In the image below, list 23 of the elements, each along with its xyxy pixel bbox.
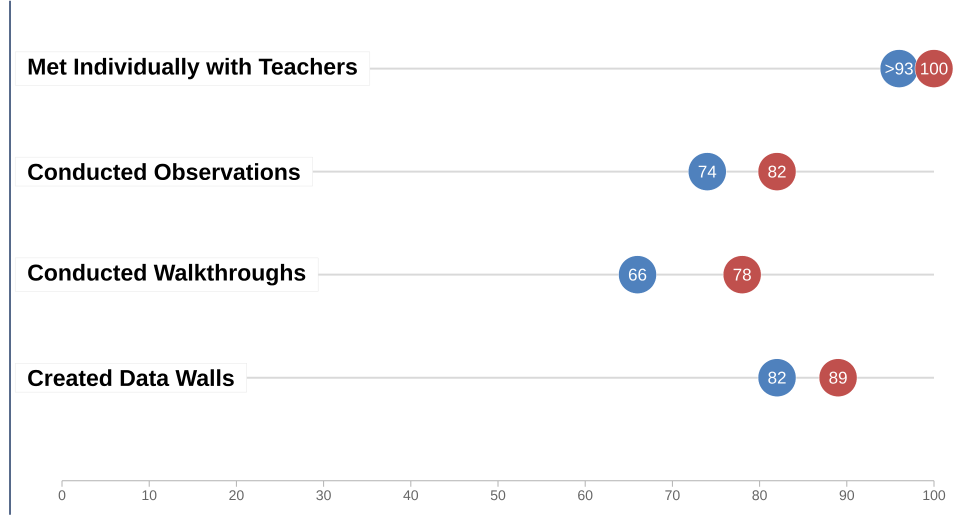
- x-tick-label: 70: [665, 490, 680, 500]
- data-label: 66: [628, 268, 646, 280]
- y-tick-label: Conducted Walkthroughs: [28, 264, 306, 286]
- data-label: 100: [921, 62, 948, 74]
- data-label: >93: [886, 62, 913, 74]
- x-tick-label: 50: [490, 490, 506, 500]
- x-tick-label: 0: [58, 490, 66, 500]
- x-tick-label: 80: [752, 490, 767, 500]
- x-tick-label: 20: [229, 490, 244, 500]
- x-tick-label: 40: [403, 490, 418, 500]
- x-tick-label: 100: [923, 490, 946, 500]
- data-label: 82: [768, 371, 786, 384]
- data-label: 78: [734, 268, 751, 280]
- x-tick-label: 60: [578, 490, 592, 500]
- data-label: 89: [829, 371, 847, 384]
- data-label: 82: [768, 165, 786, 178]
- y-tick-label: Conducted Observations: [28, 162, 300, 180]
- data-label: 74: [698, 166, 716, 178]
- y-tick-label: Met Individually with Teachers: [28, 58, 357, 80]
- x-tick-label: 10: [142, 490, 156, 500]
- y-tick-label: Created Data Walls: [28, 369, 234, 386]
- x-tick-label: 90: [840, 490, 854, 500]
- x-tick-label: 30: [316, 490, 331, 500]
